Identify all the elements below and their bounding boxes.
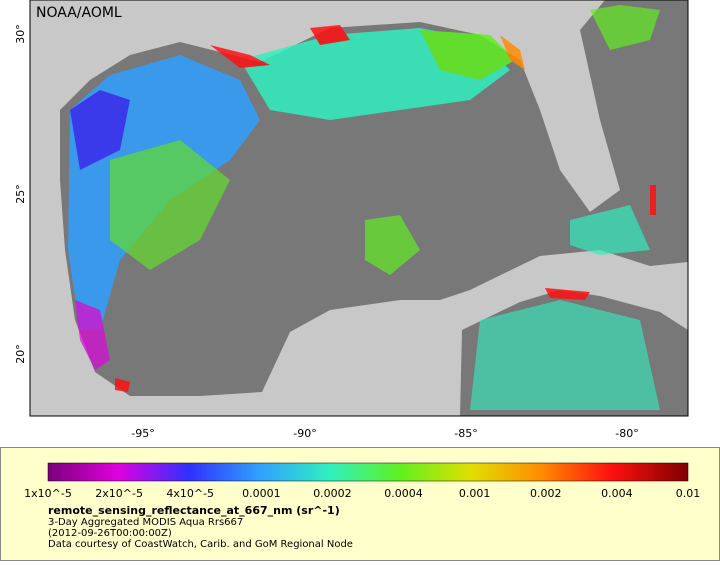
time: (2012-09-26T00:00:00Z) — [48, 528, 172, 539]
lat-label: 30° — [14, 24, 27, 44]
dataset: 3-Day Aggregated MODIS Aqua Rrs667 — [48, 517, 243, 528]
colorbar-label: 0.01 — [676, 487, 701, 500]
courtesy: Data courtesy of CoastWatch, Carib. and … — [48, 539, 353, 550]
lat-label: 25° — [14, 184, 27, 204]
colorbar-label: 0.004 — [601, 487, 633, 500]
colorbar-label: 0.0001 — [242, 487, 281, 500]
map-frame — [29, 0, 689, 417]
colorbar — [47, 462, 689, 482]
credit: NOAA/AOML — [36, 5, 122, 21]
lon-label: -95° — [131, 427, 154, 440]
variable: remote_sensing_reflectance_at_667_nm (sr… — [48, 504, 340, 517]
map: NOAA/AOML — [30, 0, 688, 416]
colorbar-label: 0.001 — [459, 487, 491, 500]
lon-label: -85° — [454, 427, 477, 440]
colorbar-label: 0.002 — [530, 487, 562, 500]
lon-ticks: -95° -90° -85° -80° — [131, 427, 638, 440]
reflectance — [68, 5, 660, 410]
colorbar-label: 1x10^-5 — [24, 487, 72, 500]
lat-label: 20° — [14, 344, 27, 364]
colorbar-label: 4x10^-5 — [166, 487, 214, 500]
lat-ticks: 30° 25° 20° — [14, 24, 27, 364]
colorbar-label: 0.0004 — [384, 487, 423, 500]
lon-label: -90° — [293, 427, 316, 440]
colorbar-label: 0.0002 — [313, 487, 352, 500]
colorbar-label: 2x10^-5 — [95, 487, 143, 500]
lon-label: -80° — [615, 427, 638, 440]
colorbar-labels: 1x10^-5 2x10^-5 4x10^-5 0.0001 0.0002 0.0004 0… — [24, 487, 700, 500]
